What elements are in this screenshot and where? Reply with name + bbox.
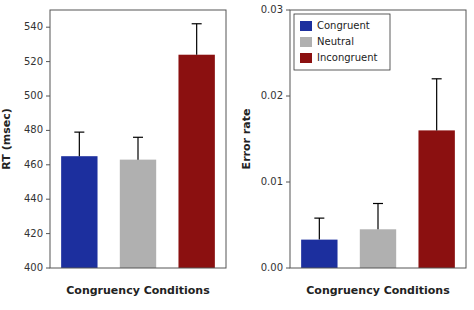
legend-swatch <box>300 21 312 31</box>
y-tick-label: 0.01 <box>261 176 283 187</box>
legend-label: Congruent <box>317 20 370 31</box>
legend: Congruent Neutral Incongruent <box>294 14 390 70</box>
bar <box>120 160 156 268</box>
error-bar-line <box>137 137 138 159</box>
bar <box>360 229 396 268</box>
y-tick-label: 520 <box>24 56 43 67</box>
error-bar <box>314 218 324 240</box>
y-tick <box>46 96 50 97</box>
y-tick <box>46 199 50 200</box>
y-tick <box>286 10 290 11</box>
error-bar-cap <box>373 203 383 204</box>
bar <box>301 240 337 268</box>
y-tick <box>46 268 50 269</box>
error-bar-cap <box>133 137 143 138</box>
error-bar-line <box>196 24 197 55</box>
y-axis-label: Error rate <box>240 109 253 170</box>
y-tick-label: 420 <box>24 228 43 239</box>
bar <box>61 156 97 268</box>
error-bar-cap <box>74 132 84 133</box>
y-tick <box>286 96 290 97</box>
error-bar <box>432 79 442 131</box>
y-tick <box>46 164 50 165</box>
error-bar <box>373 204 383 230</box>
y-tick <box>46 130 50 131</box>
error-bar-cap <box>192 23 202 24</box>
y-tick <box>46 61 50 62</box>
plot-area <box>61 24 215 268</box>
y-tick-label: 0.00 <box>261 262 283 273</box>
y-tick-label: 460 <box>24 159 43 170</box>
y-axis-label: RT (msec) <box>0 108 13 169</box>
bar <box>418 130 454 268</box>
y-tick <box>286 268 290 269</box>
y-tick <box>286 182 290 183</box>
chart-canvas: 400 420 440 460 480 500 520 540 Congruency Condi… <box>0 0 474 310</box>
plot-area <box>301 79 455 268</box>
y-tick <box>46 233 50 234</box>
error-bar <box>133 137 143 159</box>
error-bar-line <box>319 218 320 240</box>
error-bar-line <box>436 79 437 131</box>
x-axis-label: Congruency Conditions <box>306 284 450 297</box>
y-tick-label: 480 <box>24 124 43 135</box>
y-tick-label: 0.03 <box>261 4 283 15</box>
y-tick <box>46 27 50 28</box>
panel: 400 420 440 460 480 500 520 540 Congruency Condi… <box>0 10 226 297</box>
error-bar-cap <box>432 78 442 79</box>
bar <box>178 55 214 268</box>
error-bar <box>192 24 202 55</box>
legend-label: Incongruent <box>317 52 378 63</box>
plot-frame <box>290 10 466 268</box>
error-bar <box>74 132 84 156</box>
error-bar-cap <box>314 218 324 219</box>
y-tick-label: 400 <box>24 262 43 273</box>
error-bar-line <box>79 132 80 156</box>
y-tick-label: 0.02 <box>261 90 283 101</box>
legend-swatch <box>300 37 312 47</box>
legend-label: Neutral <box>317 36 354 47</box>
x-axis-label: Congruency Conditions <box>66 284 210 297</box>
error-bar-line <box>377 204 378 230</box>
legend-swatch <box>300 53 312 63</box>
y-tick-label: 500 <box>24 90 43 101</box>
plot-frame <box>50 10 226 268</box>
y-tick-label: 440 <box>24 193 43 204</box>
legend-frame <box>294 14 390 70</box>
y-tick-label: 540 <box>24 21 43 32</box>
panel: 0.00 0.01 0.02 0.03 Congruency Conditions Err… <box>240 4 466 297</box>
